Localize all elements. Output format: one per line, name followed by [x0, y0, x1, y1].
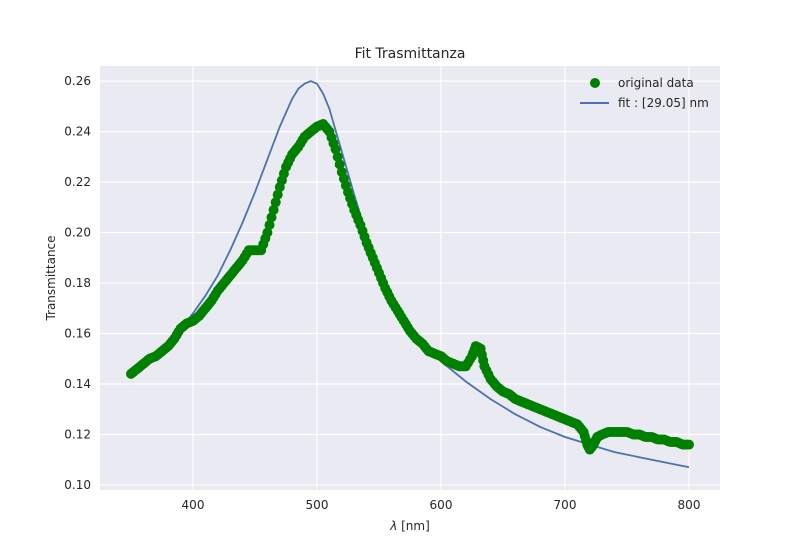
data-point — [270, 197, 281, 208]
x-tick-label: 600 — [430, 498, 453, 512]
x-tick-label: 700 — [554, 498, 577, 512]
plot-background — [100, 66, 720, 490]
legend-label-original-data: original data — [618, 76, 694, 90]
y-tick-label: 0.16 — [64, 327, 91, 341]
data-point — [266, 212, 277, 223]
fit-line — [130, 80, 690, 469]
y-tick-label: 0.12 — [64, 427, 91, 441]
data-point — [332, 151, 343, 162]
y-tick-label: 0.20 — [64, 226, 91, 240]
x-tick-label: 400 — [182, 498, 205, 512]
legend-label-fit: fit : [29.05] nm — [618, 96, 709, 110]
data-point — [330, 144, 341, 155]
data-point — [262, 227, 273, 238]
data-point — [264, 220, 275, 230]
data-point — [684, 439, 694, 450]
data-point — [272, 189, 283, 200]
data-point — [334, 159, 345, 170]
y-axis-label: Transmittance — [44, 235, 58, 321]
x-axis-unit: [nm] — [401, 519, 430, 533]
x-tick-label: 500 — [306, 498, 329, 512]
original-data-series — [126, 119, 694, 455]
y-tick-label: 0.24 — [64, 125, 91, 139]
x-axis-label: λ [nm] — [389, 519, 430, 533]
y-tick-label: 0.22 — [64, 175, 91, 189]
y-tick-label: 0.14 — [64, 377, 91, 391]
y-tick-label: 0.18 — [64, 276, 91, 290]
legend: original data fit : [29.05] nm — [580, 76, 709, 110]
legend-marker-original-data — [590, 78, 600, 88]
data-point — [268, 204, 279, 215]
grid — [100, 66, 720, 490]
x-tick-label: 800 — [678, 498, 701, 512]
x-axis-symbol: λ — [389, 519, 397, 533]
chart-title: Fit Trasmittanza — [355, 46, 466, 62]
y-tick-labels: 0.10 0.12 0.14 0.16 0.18 0.20 0.22 0.24 0.26 — [64, 74, 91, 492]
y-tick-label: 0.10 — [64, 478, 91, 492]
fit-series — [130, 80, 690, 469]
x-tick-labels: 400 500 600 700 800 — [182, 498, 701, 512]
y-tick-label: 0.26 — [64, 74, 91, 88]
